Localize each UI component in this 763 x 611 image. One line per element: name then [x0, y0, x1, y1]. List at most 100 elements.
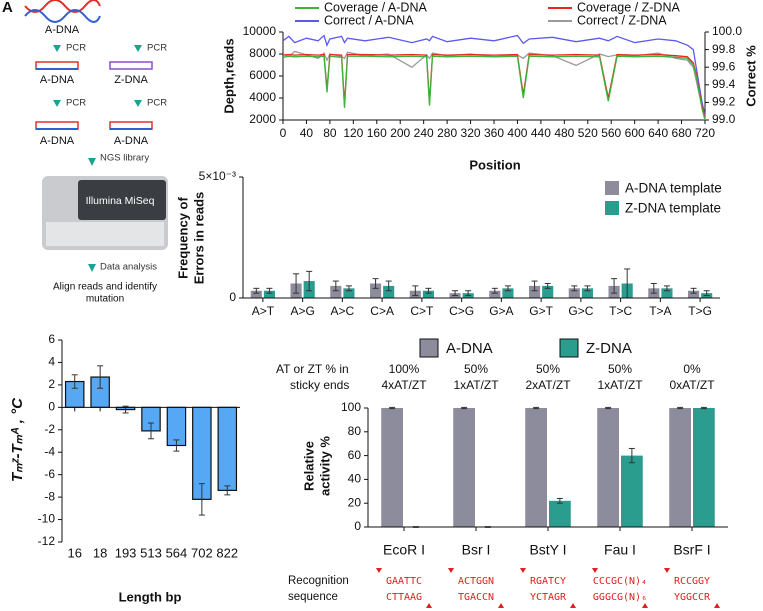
- bar: [529, 285, 541, 298]
- y-tick-label: 4: [48, 355, 55, 369]
- bar: [250, 290, 262, 298]
- recognition-sequence: GAATTC: [386, 576, 422, 587]
- pcr-label: PCR: [147, 98, 167, 109]
- legend-label: A-DNA: [446, 340, 493, 357]
- bar: [568, 288, 580, 298]
- legend-label: Z-DNA: [586, 340, 632, 357]
- legend-label: Z-DNA template: [625, 201, 721, 216]
- x-tick-label: C>A: [370, 304, 394, 318]
- group-label: 50%: [464, 362, 488, 376]
- x-tick-label: 80: [323, 126, 337, 140]
- bar: [693, 408, 715, 527]
- x-tick-label: 16: [67, 545, 81, 560]
- y-tick-label: -10: [38, 512, 56, 526]
- y-axis-label: Errors in reads: [191, 192, 206, 285]
- x-tick-label: EcoR I: [383, 542, 425, 558]
- bar: [489, 290, 501, 298]
- group-label: 4xAT/ZT: [381, 378, 427, 392]
- x-tick-label: 822: [216, 545, 238, 560]
- legend-swatch: [605, 181, 619, 195]
- cut-site: [592, 568, 598, 573]
- y-tick-label: 20: [348, 495, 362, 509]
- y-tick-label: -12: [38, 534, 56, 548]
- dna-label: A-DNA: [114, 135, 149, 147]
- x-axis-label: Position: [469, 157, 520, 172]
- pcr-label: PCR: [66, 98, 86, 109]
- instrument-label: Illumina MiSeq: [86, 195, 155, 207]
- group-label: 0xAT/ZT: [669, 378, 715, 392]
- x-tick-label: C>G: [449, 304, 474, 318]
- legend-swatch: [559, 338, 579, 358]
- bar: [422, 290, 434, 298]
- x-tick-label: G>T: [529, 304, 553, 318]
- arrow: [88, 158, 96, 166]
- x-tick-label: 0: [280, 126, 287, 140]
- legend-label: Correct / A-DNA: [324, 13, 414, 27]
- y-tick-label: -6: [44, 467, 55, 481]
- y-axis-label: Frequency of: [175, 197, 190, 279]
- bar: [542, 285, 554, 298]
- cut-site: [642, 603, 648, 608]
- x-tick-label: G>A: [489, 304, 513, 318]
- legend-swatch: [605, 201, 619, 215]
- bar: [217, 406, 238, 491]
- y-tick-label: 8000: [249, 46, 276, 60]
- x-tick-label: 480: [554, 126, 574, 140]
- y-axis-label: Relative: [301, 441, 316, 491]
- arrow: [134, 45, 142, 52]
- x-tick-label: 193: [115, 545, 137, 560]
- cut-site: [498, 603, 504, 608]
- bar: [525, 408, 547, 527]
- y-tick-label: 0: [354, 519, 361, 533]
- cut-site: [376, 568, 382, 573]
- bar: [263, 290, 275, 298]
- legend-swatch: [419, 338, 439, 358]
- x-tick-label: 360: [484, 126, 504, 140]
- cut-site: [448, 568, 454, 573]
- bar: [597, 408, 619, 527]
- y-axis-label: Depth,reads: [221, 38, 236, 113]
- x-tick-label: 400: [507, 126, 527, 140]
- y-tick-label: 2000: [249, 112, 276, 126]
- dna-duplex: [35, 121, 79, 130]
- cut-site: [570, 603, 576, 608]
- x-tick-label: Fau I: [604, 542, 636, 558]
- group-label: 50%: [536, 362, 560, 376]
- x-tick-label: A>G: [290, 304, 314, 318]
- outcome-label: Align reads and identify: [53, 282, 157, 293]
- group-label: 1xAT/ZT: [597, 378, 643, 392]
- x-tick-label: 560: [601, 126, 621, 140]
- bar: [581, 288, 593, 298]
- y-tick-label: 40: [348, 472, 362, 486]
- legend-label: Coverage / Z-DNA: [577, 0, 680, 14]
- x-tick-label: 120: [343, 126, 363, 140]
- dna-duplex: [109, 61, 153, 70]
- cut-site: [520, 568, 526, 573]
- panel-label: A: [2, 0, 13, 16]
- group-label: 1xAT/ZT: [453, 378, 499, 392]
- group-label: 0%: [683, 362, 701, 376]
- x-tick-label: T>A: [649, 304, 671, 318]
- y-tick-label: 60: [348, 448, 362, 462]
- y2-tick-label: 99.4: [712, 77, 736, 91]
- dna-duplex: [109, 121, 153, 130]
- y-tick-label: 5×10⁻³: [199, 169, 236, 183]
- y2-tick-label: 99.0: [712, 112, 736, 126]
- x-tick-label: 600: [625, 126, 645, 140]
- x-tick-label: 40: [300, 126, 314, 140]
- bar: [621, 455, 643, 527]
- bar: [330, 285, 342, 298]
- x-tick-label: BsrF I: [673, 542, 710, 558]
- y2-tick-label: 99.8: [712, 42, 736, 56]
- pcr-label: PCR: [147, 43, 167, 54]
- x-tick-label: 160: [367, 126, 387, 140]
- y-tick-label: 6000: [249, 68, 276, 82]
- x-tick-label: 702: [191, 545, 213, 560]
- y2-axis-label: Correct %: [743, 45, 758, 107]
- x-tick-label: 680: [672, 126, 692, 140]
- x-tick-label: A>T: [252, 304, 275, 318]
- x-tick-label: 240: [414, 126, 434, 140]
- legend-label: Correct / Z-DNA: [577, 13, 667, 27]
- y-tick-label: -2: [44, 422, 55, 436]
- recognition-sequence: TGACCN: [458, 592, 494, 603]
